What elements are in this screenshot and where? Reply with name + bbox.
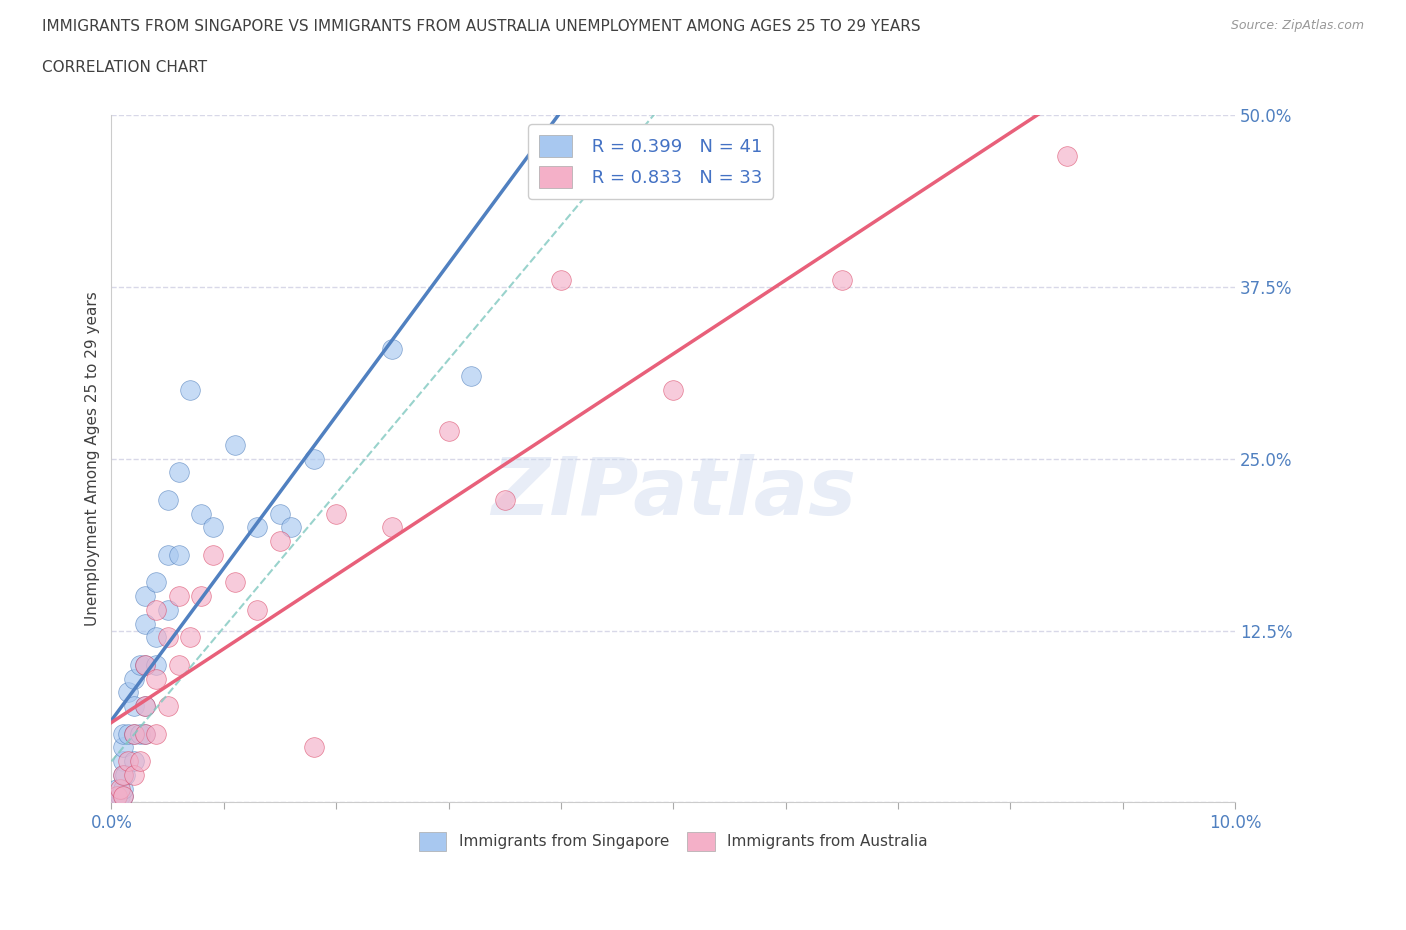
Point — [128, 658, 150, 672]
Point — [134, 726, 156, 741]
Point — [105, 781, 128, 796]
Point — [111, 788, 134, 803]
Point — [145, 575, 167, 590]
Point — [122, 726, 145, 741]
Point — [111, 788, 134, 803]
Point — [122, 767, 145, 782]
Point — [134, 698, 156, 713]
Point — [111, 767, 134, 782]
Point — [201, 520, 224, 535]
Point — [460, 369, 482, 384]
Point — [167, 548, 190, 563]
Point — [381, 341, 404, 356]
Point — [167, 658, 190, 672]
Point — [179, 630, 201, 644]
Point — [246, 603, 269, 618]
Point — [224, 575, 246, 590]
Point — [128, 753, 150, 768]
Point — [145, 671, 167, 686]
Point — [662, 382, 685, 397]
Legend: Immigrants from Singapore, Immigrants from Australia: Immigrants from Singapore, Immigrants fr… — [413, 826, 934, 857]
Point — [190, 506, 212, 521]
Point — [550, 272, 572, 287]
Point — [269, 534, 291, 549]
Point — [302, 451, 325, 466]
Text: Source: ZipAtlas.com: Source: ZipAtlas.com — [1230, 19, 1364, 32]
Point — [111, 726, 134, 741]
Text: CORRELATION CHART: CORRELATION CHART — [42, 60, 207, 75]
Point — [269, 506, 291, 521]
Point — [134, 698, 156, 713]
Y-axis label: Unemployment Among Ages 25 to 29 years: Unemployment Among Ages 25 to 29 years — [86, 291, 100, 626]
Point — [494, 493, 516, 508]
Point — [128, 726, 150, 741]
Point — [111, 753, 134, 768]
Point — [831, 272, 853, 287]
Point — [110, 781, 132, 796]
Point — [280, 520, 302, 535]
Point — [156, 603, 179, 618]
Point — [105, 788, 128, 803]
Point — [122, 726, 145, 741]
Point — [246, 520, 269, 535]
Point — [114, 767, 136, 782]
Point — [145, 726, 167, 741]
Point — [111, 740, 134, 755]
Point — [167, 465, 190, 480]
Point — [325, 506, 347, 521]
Point — [134, 726, 156, 741]
Point — [117, 685, 139, 700]
Point — [1056, 149, 1078, 164]
Point — [117, 753, 139, 768]
Point — [145, 630, 167, 644]
Point — [190, 589, 212, 604]
Point — [156, 548, 179, 563]
Point — [110, 788, 132, 803]
Point — [111, 781, 134, 796]
Point — [201, 548, 224, 563]
Point — [179, 382, 201, 397]
Point — [134, 658, 156, 672]
Point — [381, 520, 404, 535]
Point — [122, 753, 145, 768]
Point — [156, 698, 179, 713]
Point — [145, 658, 167, 672]
Point — [105, 788, 128, 803]
Point — [224, 437, 246, 452]
Point — [156, 630, 179, 644]
Point — [167, 589, 190, 604]
Point — [156, 493, 179, 508]
Text: IMMIGRANTS FROM SINGAPORE VS IMMIGRANTS FROM AUSTRALIA UNEMPLOYMENT AMONG AGES 2: IMMIGRANTS FROM SINGAPORE VS IMMIGRANTS … — [42, 19, 921, 33]
Point — [134, 658, 156, 672]
Point — [122, 698, 145, 713]
Point — [302, 740, 325, 755]
Point — [117, 726, 139, 741]
Point — [437, 424, 460, 439]
Point — [134, 617, 156, 631]
Text: ZIPatlas: ZIPatlas — [491, 454, 856, 532]
Point — [145, 603, 167, 618]
Point — [122, 671, 145, 686]
Point — [111, 767, 134, 782]
Point — [134, 589, 156, 604]
